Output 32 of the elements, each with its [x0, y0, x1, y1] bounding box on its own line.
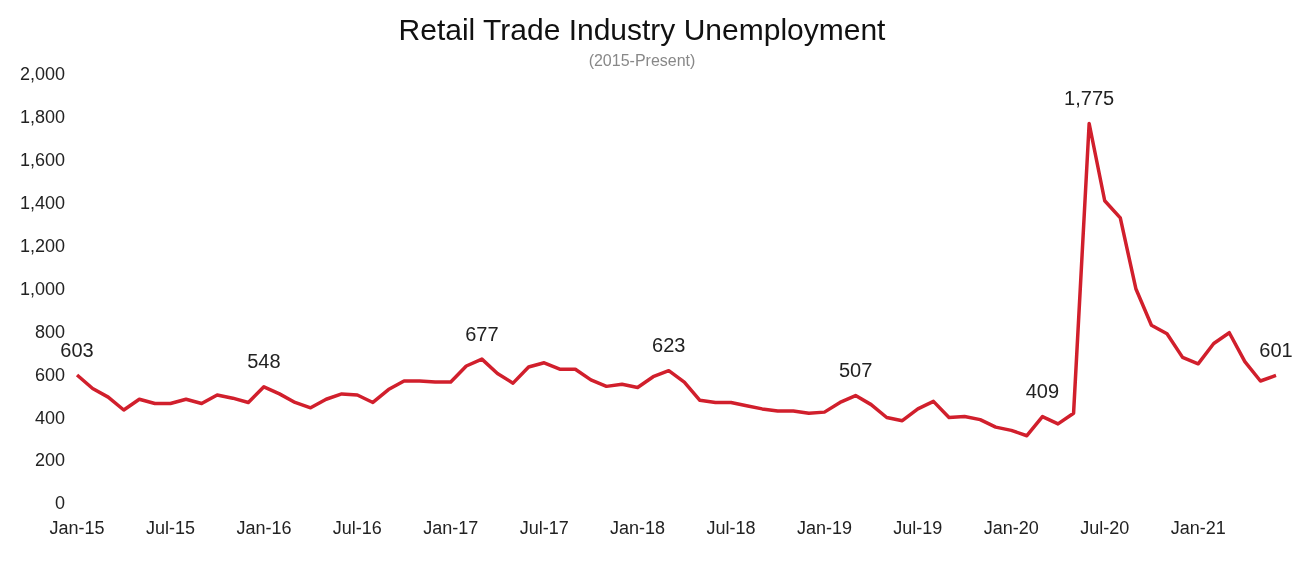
data-label: 623: [652, 334, 686, 357]
y-tick-label: 600: [35, 364, 66, 385]
data-label: 601: [1259, 338, 1293, 361]
data-label: 548: [247, 350, 281, 373]
x-tick-label: Jan-19: [796, 518, 852, 539]
y-tick-label: 400: [35, 407, 66, 428]
x-tick-label: Jul-18: [706, 518, 756, 539]
y-tick-label: 2,000: [20, 64, 66, 85]
x-tick-label: Jan-15: [49, 518, 105, 539]
x-tick-label: Jul-20: [1080, 518, 1130, 539]
chart-title: Retail Trade Industry Unemployment: [398, 13, 887, 47]
data-label: 409: [1025, 380, 1060, 403]
y-tick-label: 1,000: [20, 278, 66, 299]
data-label: 507: [838, 359, 873, 382]
x-tick-label: Jul-16: [332, 518, 382, 539]
x-tick-label: Jul-17: [519, 518, 569, 539]
y-tick-label: 1,800: [20, 107, 66, 128]
y-tick-label: 1,600: [20, 150, 66, 171]
x-tick-label: Jul-15: [145, 518, 195, 539]
y-tick-label: 200: [35, 450, 66, 471]
chart-subtitle: (2015-Present): [588, 52, 696, 70]
x-tick-label: Jan-20: [983, 518, 1039, 539]
y-tick-label: 1,200: [20, 235, 66, 256]
x-tick-label: Jul-19: [893, 518, 943, 539]
data-label: 677: [465, 322, 499, 345]
x-tick-label: Jan-21: [1170, 518, 1226, 539]
x-tick-label: Jan-18: [610, 518, 666, 539]
data-label: 1,775: [1064, 87, 1115, 109]
y-tick-label: 0: [55, 493, 66, 514]
y-tick-label: 1,400: [20, 192, 66, 213]
x-tick-label: Jan-17: [423, 518, 479, 539]
x-tick-label: Jan-16: [236, 518, 292, 539]
